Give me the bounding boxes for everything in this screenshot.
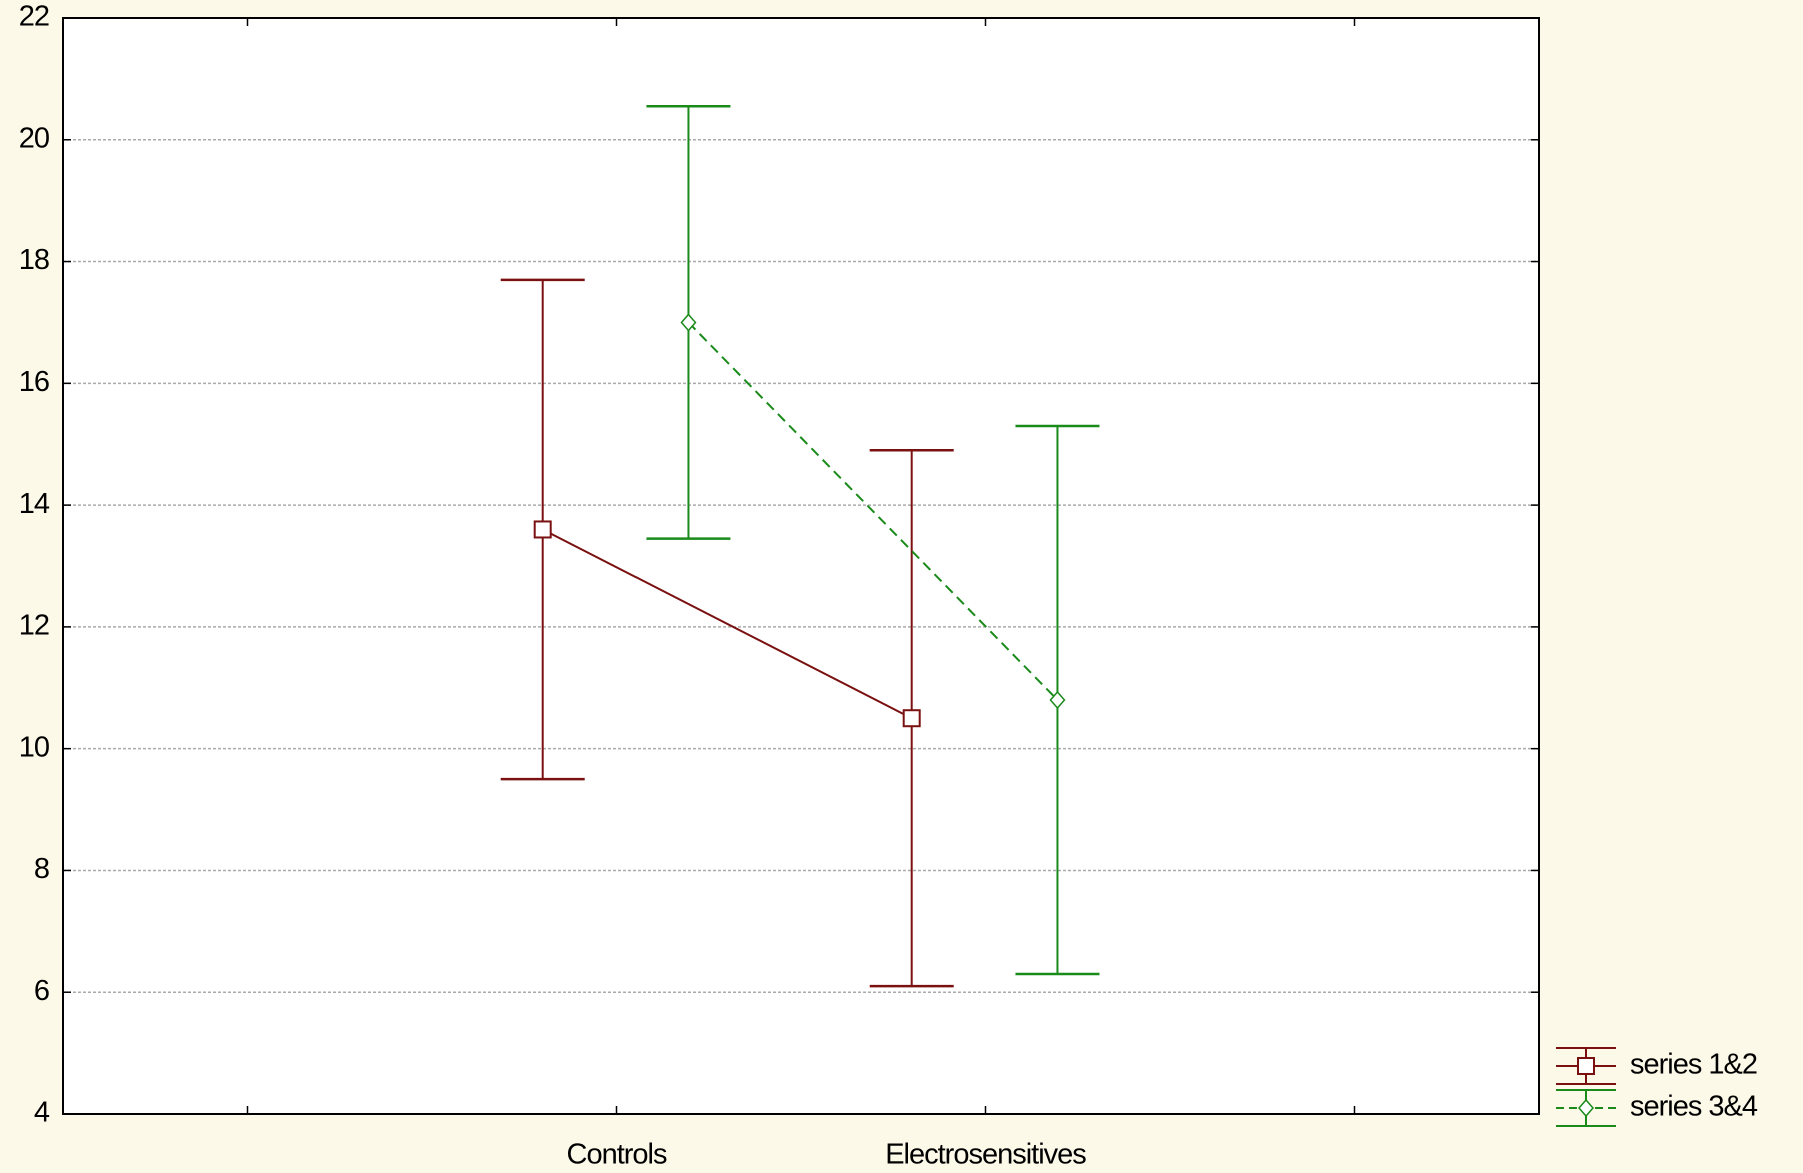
y-tick-label: 20 bbox=[19, 122, 49, 154]
y-tick-label: 22 bbox=[19, 1, 49, 33]
series-line bbox=[542, 528, 913, 720]
plot-area bbox=[63, 18, 1539, 1114]
data-point bbox=[533, 520, 552, 539]
y-tick-label: 14 bbox=[19, 488, 50, 520]
data-point bbox=[902, 709, 921, 728]
legend-marker bbox=[1577, 1057, 1595, 1075]
plot-frame bbox=[62, 17, 1540, 1115]
y-tick-label: 8 bbox=[34, 853, 49, 885]
y-tick-label: 18 bbox=[19, 244, 49, 276]
y-tick-label: 4 bbox=[34, 1097, 50, 1129]
series-line bbox=[687, 321, 1059, 701]
legend-marker bbox=[1578, 1098, 1594, 1118]
legend-label: series 3&4 bbox=[1630, 1091, 1758, 1123]
data-point bbox=[680, 313, 697, 332]
y-tick-label: 6 bbox=[34, 975, 49, 1007]
y-tick-label: 12 bbox=[19, 610, 49, 642]
legend-label: series 1&2 bbox=[1630, 1049, 1757, 1081]
y-tick-label: 10 bbox=[19, 731, 49, 763]
y-tick-label: 16 bbox=[19, 366, 49, 398]
x-tick-label: Controls bbox=[567, 1139, 667, 1171]
data-point bbox=[1049, 690, 1066, 710]
x-tick-label: Electrosensitives bbox=[885, 1139, 1086, 1171]
